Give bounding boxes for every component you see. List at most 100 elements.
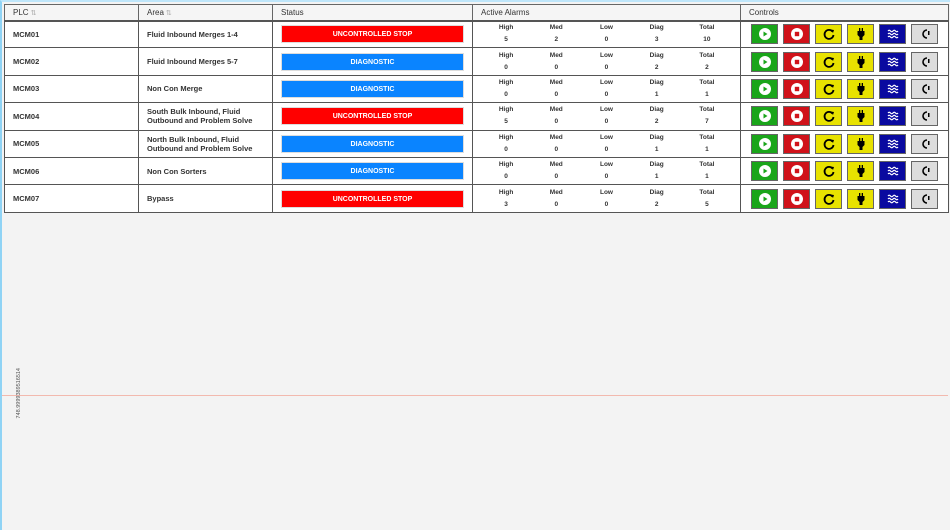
alarm-count: 1 bbox=[654, 173, 659, 181]
reset-button[interactable] bbox=[815, 161, 842, 182]
sort-icon[interactable]: ⇅ bbox=[165, 9, 172, 17]
start-icon bbox=[758, 165, 771, 178]
more-button[interactable] bbox=[911, 133, 938, 154]
reset-button[interactable] bbox=[815, 51, 842, 72]
status-badge: UNCONTROLLED STOP bbox=[281, 189, 464, 208]
plc-cell: MCM06 bbox=[4, 156, 139, 186]
plc-cell: MCM04 bbox=[4, 102, 139, 131]
power-button[interactable] bbox=[847, 106, 874, 127]
reset-button[interactable] bbox=[815, 188, 842, 209]
start-button[interactable] bbox=[751, 133, 778, 154]
status-badge: UNCONTROLLED STOP bbox=[281, 107, 464, 126]
start-button[interactable] bbox=[751, 24, 778, 45]
alarm-count: 1 bbox=[705, 173, 709, 181]
stop-button[interactable] bbox=[783, 106, 810, 127]
more-button[interactable] bbox=[911, 24, 938, 45]
controls-cell bbox=[740, 156, 949, 186]
header-plc[interactable]: PLC ⇅ bbox=[4, 4, 139, 22]
power-button[interactable] bbox=[847, 161, 874, 182]
stop-icon bbox=[790, 82, 803, 95]
power-button[interactable] bbox=[847, 78, 874, 99]
alarm-label: High bbox=[498, 188, 514, 196]
power-icon bbox=[857, 55, 864, 68]
stop-button[interactable] bbox=[783, 78, 810, 99]
start-icon bbox=[758, 110, 771, 123]
wave-icon bbox=[887, 30, 898, 39]
alarm-label: High bbox=[498, 161, 514, 169]
side-value: 748.9999389516514 bbox=[16, 368, 22, 419]
table-row: MCM01 Fluid Inbound Merges 1-4 UNCONTROL… bbox=[4, 19, 949, 49]
alarm-count: 0 bbox=[554, 63, 559, 71]
status-cell: DIAGNOSTIC bbox=[272, 47, 473, 76]
reset-button[interactable] bbox=[815, 106, 842, 127]
power-icon bbox=[857, 110, 864, 123]
table-row: MCM03 Non Con Merge DIAGNOSTIC High Med Lo… bbox=[4, 74, 949, 104]
alarm-label: High bbox=[498, 24, 514, 32]
alarm-count: 2 bbox=[554, 36, 559, 44]
more-button[interactable] bbox=[911, 51, 938, 72]
alarm-count: 0 bbox=[504, 145, 508, 153]
alarms-cell: High Med Low Diag Total 0 0 0 1 1 bbox=[472, 156, 741, 186]
more-icon bbox=[921, 111, 929, 122]
wave-button[interactable] bbox=[879, 78, 906, 99]
start-button[interactable] bbox=[751, 51, 778, 72]
header-area[interactable]: Area ⇅ bbox=[138, 4, 273, 22]
alarm-count: 1 bbox=[654, 145, 659, 153]
power-button[interactable] bbox=[847, 188, 874, 209]
more-icon bbox=[921, 29, 929, 40]
start-button[interactable] bbox=[751, 106, 778, 127]
stop-button[interactable] bbox=[783, 161, 810, 182]
start-button[interactable] bbox=[751, 78, 778, 99]
table-row: MCM04 South Bulk Inbound, Fluid Outbound… bbox=[4, 102, 949, 131]
alarm-label: High bbox=[498, 51, 514, 59]
wave-button[interactable] bbox=[879, 106, 906, 127]
wave-button[interactable] bbox=[879, 161, 906, 182]
reset-icon bbox=[823, 166, 834, 177]
power-icon bbox=[857, 137, 864, 150]
area-cell: South Bulk Inbound, Fluid Outbound and P… bbox=[138, 102, 273, 131]
reset-button[interactable] bbox=[815, 78, 842, 99]
alarm-label: Med bbox=[549, 51, 563, 59]
alarms-cell: High Med Low Diag Total 0 0 0 2 2 bbox=[472, 47, 741, 76]
power-icon bbox=[857, 192, 864, 205]
wave-button[interactable] bbox=[879, 188, 906, 209]
alarm-label: Low bbox=[599, 106, 613, 114]
more-button[interactable] bbox=[911, 106, 938, 127]
stop-button[interactable] bbox=[783, 188, 810, 209]
start-button[interactable] bbox=[751, 161, 778, 182]
table-row: MCM02 Fluid Inbound Merges 5-7 DIAGNOSTI… bbox=[4, 47, 949, 76]
alarm-label: Total bbox=[699, 24, 715, 32]
sort-icon[interactable]: ⇅ bbox=[30, 9, 37, 17]
wave-button[interactable] bbox=[879, 133, 906, 154]
reset-icon bbox=[823, 111, 834, 123]
plc-cell: MCM05 bbox=[4, 129, 139, 158]
divider-line bbox=[2, 395, 948, 396]
more-button[interactable] bbox=[911, 188, 938, 209]
stop-button[interactable] bbox=[783, 51, 810, 72]
area-cell: North Bulk Inbound, Fluid Outbound and P… bbox=[138, 129, 273, 158]
controls-cell bbox=[740, 47, 949, 76]
alarm-label: Low bbox=[599, 78, 613, 86]
more-button[interactable] bbox=[911, 161, 938, 182]
wave-button[interactable] bbox=[879, 51, 906, 72]
alarm-count: 0 bbox=[504, 63, 508, 71]
alarm-label: High bbox=[498, 78, 514, 86]
stop-button[interactable] bbox=[783, 133, 810, 154]
wave-icon bbox=[887, 57, 898, 66]
start-button[interactable] bbox=[751, 188, 778, 209]
alarm-label: Low bbox=[599, 133, 613, 141]
power-button[interactable] bbox=[847, 51, 874, 72]
power-button[interactable] bbox=[847, 133, 874, 154]
power-button[interactable] bbox=[847, 24, 874, 45]
more-button[interactable] bbox=[911, 78, 938, 99]
stop-button[interactable] bbox=[783, 24, 810, 45]
wave-icon bbox=[887, 112, 898, 121]
reset-button[interactable] bbox=[815, 133, 842, 154]
alarm-count: 0 bbox=[604, 63, 609, 71]
wave-icon bbox=[887, 139, 898, 149]
alarm-label: Total bbox=[699, 188, 715, 196]
status-cell: UNCONTROLLED STOP bbox=[272, 19, 473, 49]
reset-button[interactable] bbox=[815, 24, 842, 45]
alarm-count: 0 bbox=[554, 200, 559, 208]
wave-button[interactable] bbox=[879, 24, 906, 45]
